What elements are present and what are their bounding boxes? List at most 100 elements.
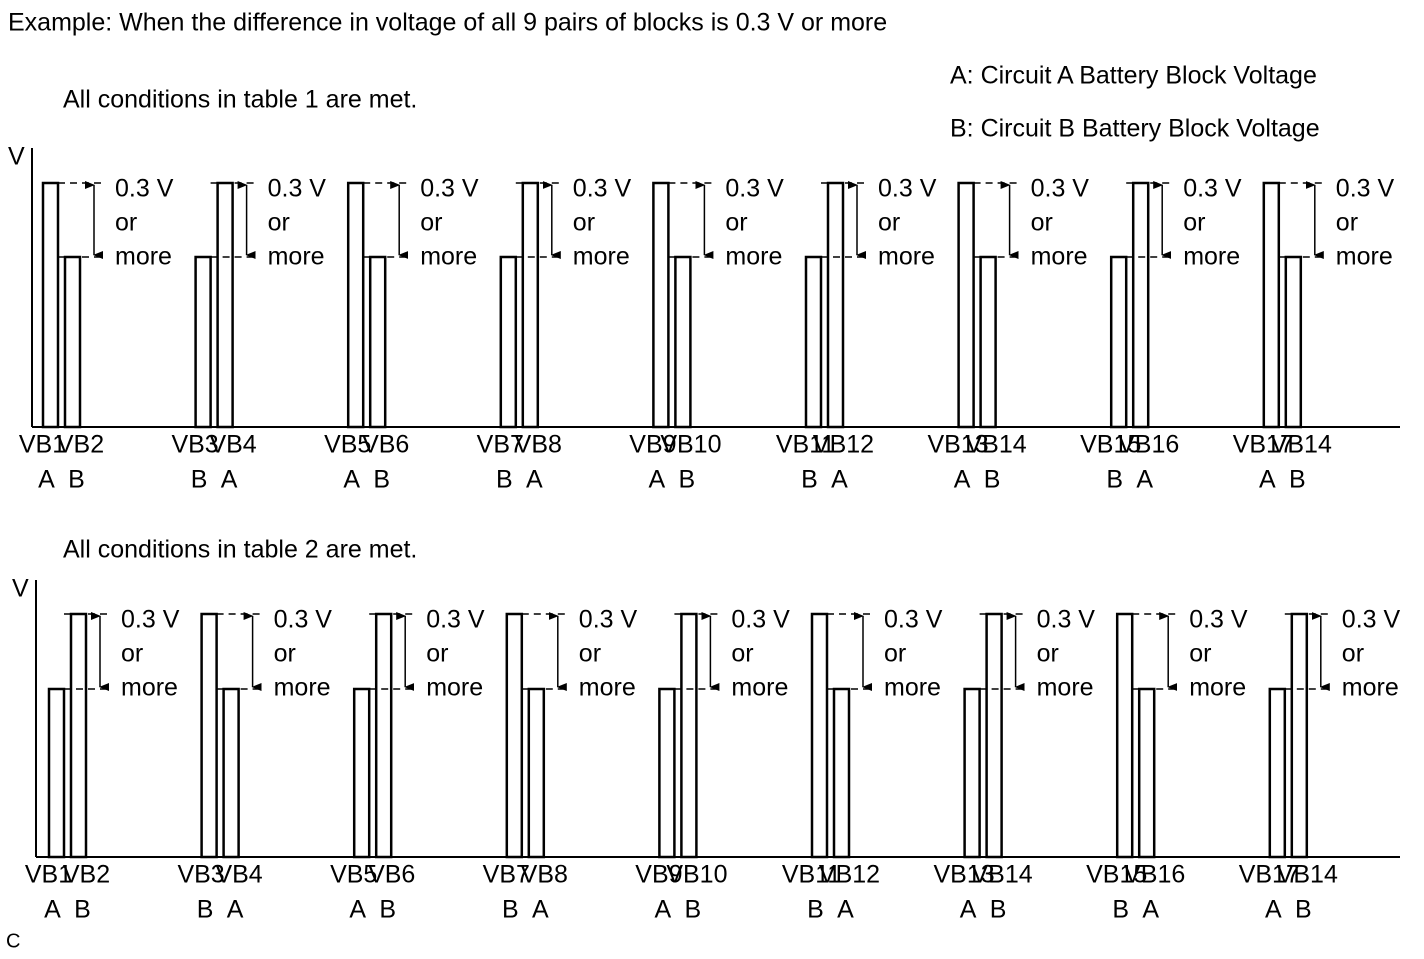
block-label: VB4	[209, 431, 256, 459]
annotation: more	[1031, 243, 1088, 271]
bar	[41, 181, 60, 429]
annotation: 0.3 V	[573, 175, 632, 203]
annotation: or	[1336, 209, 1358, 237]
annotation: or	[1031, 209, 1053, 237]
circuit-label: B	[379, 896, 396, 924]
caption: All conditions in table 1 are met.	[63, 86, 417, 114]
axis-label: V	[12, 575, 29, 603]
block-label: VB3	[177, 861, 224, 889]
block-label: VB4	[215, 861, 262, 889]
circuit-label: A	[1265, 896, 1282, 924]
bar	[1268, 687, 1287, 859]
annotation: or	[1183, 209, 1205, 237]
bar	[1137, 687, 1156, 859]
bar	[674, 255, 692, 429]
circuit-label: B	[679, 466, 696, 494]
annotation: 0.3 V	[420, 175, 479, 203]
block-label: VB14	[972, 861, 1033, 889]
annotation: more	[1342, 674, 1399, 702]
block-label: VB15	[1080, 431, 1141, 459]
bar	[680, 612, 698, 859]
block-label: VB14	[1277, 861, 1338, 889]
circuit-label: B	[1112, 896, 1129, 924]
bar	[985, 612, 1003, 859]
annotation: more	[121, 674, 178, 702]
bar	[368, 255, 387, 429]
annotation: 0.3 V	[121, 606, 180, 634]
bar	[826, 181, 845, 429]
circuit-label: B	[74, 896, 91, 924]
annotation: 0.3 V	[884, 606, 943, 634]
bar	[979, 255, 997, 429]
bar	[505, 612, 524, 859]
circuit-label: B	[191, 466, 208, 494]
block-label: VB16	[1124, 861, 1185, 889]
circuit-label: B	[373, 466, 390, 494]
circuit-label: A	[44, 896, 61, 924]
annotation: 0.3 V	[725, 175, 784, 203]
block-label: VB14	[966, 431, 1027, 459]
block-label: VB7	[477, 431, 524, 459]
bar	[499, 255, 518, 429]
title: Example: When the difference in voltage …	[8, 9, 887, 37]
bar	[957, 181, 975, 429]
annotation: 0.3 V	[1037, 606, 1096, 634]
bar	[216, 181, 234, 429]
circuit-label: A	[227, 896, 244, 924]
block-label: VB2	[57, 431, 104, 459]
circuit-label: A	[960, 896, 977, 924]
circuit-label: A	[221, 466, 238, 494]
block-label: VB17	[1233, 431, 1294, 459]
annotation: or	[878, 209, 900, 237]
block-label: VB1	[25, 861, 72, 889]
annotation: or	[1037, 640, 1059, 668]
bar	[1109, 255, 1128, 429]
bar	[352, 687, 371, 859]
block-label: VB11	[776, 431, 835, 459]
annotation: 0.3 V	[274, 606, 333, 634]
block-label: VB16	[1118, 431, 1179, 459]
bar	[810, 612, 829, 859]
annotation: 0.3 V	[1183, 175, 1242, 203]
bar	[832, 687, 851, 859]
block-label: VB13	[928, 431, 989, 459]
circuit-label: A	[954, 466, 971, 494]
annotation: more	[274, 674, 331, 702]
circuit-label: B	[807, 896, 824, 924]
annotation: or	[884, 640, 906, 668]
annotation: or	[115, 209, 137, 237]
bar	[804, 255, 823, 429]
block-label: VB1	[19, 431, 66, 459]
circuit-label: A	[343, 466, 360, 494]
block-label: VB10	[666, 861, 727, 889]
annotation: more	[579, 674, 636, 702]
annotation: more	[1183, 243, 1240, 271]
bar	[963, 687, 981, 859]
block-label: VB13	[934, 861, 995, 889]
annotation: or	[426, 640, 448, 668]
annotation: more	[878, 243, 935, 271]
annotation: or	[1189, 640, 1211, 668]
block-label: VB12	[813, 431, 874, 459]
circuit-label: A	[1259, 466, 1276, 494]
block-label: VB12	[819, 861, 880, 889]
circuit-label: B	[1106, 466, 1123, 494]
annotation: 0.3 V	[268, 175, 327, 203]
block-label: VB8	[515, 431, 562, 459]
circuit-label: B	[685, 896, 702, 924]
bar	[1262, 181, 1281, 429]
bar	[346, 181, 365, 429]
circuit-label: B	[1289, 466, 1306, 494]
annotation: more	[115, 243, 172, 271]
annotation: or	[274, 640, 296, 668]
bar	[69, 612, 88, 859]
circuit-label: B	[502, 896, 519, 924]
legend-a: A: Circuit A Battery Block Voltage	[950, 62, 1317, 90]
bar	[527, 687, 546, 859]
annotation: 0.3 V	[115, 175, 174, 203]
annotation: or	[121, 640, 143, 668]
axis-label: V	[8, 143, 25, 171]
annotation: or	[268, 209, 290, 237]
annotation: more	[884, 674, 941, 702]
annotation: more	[426, 674, 483, 702]
